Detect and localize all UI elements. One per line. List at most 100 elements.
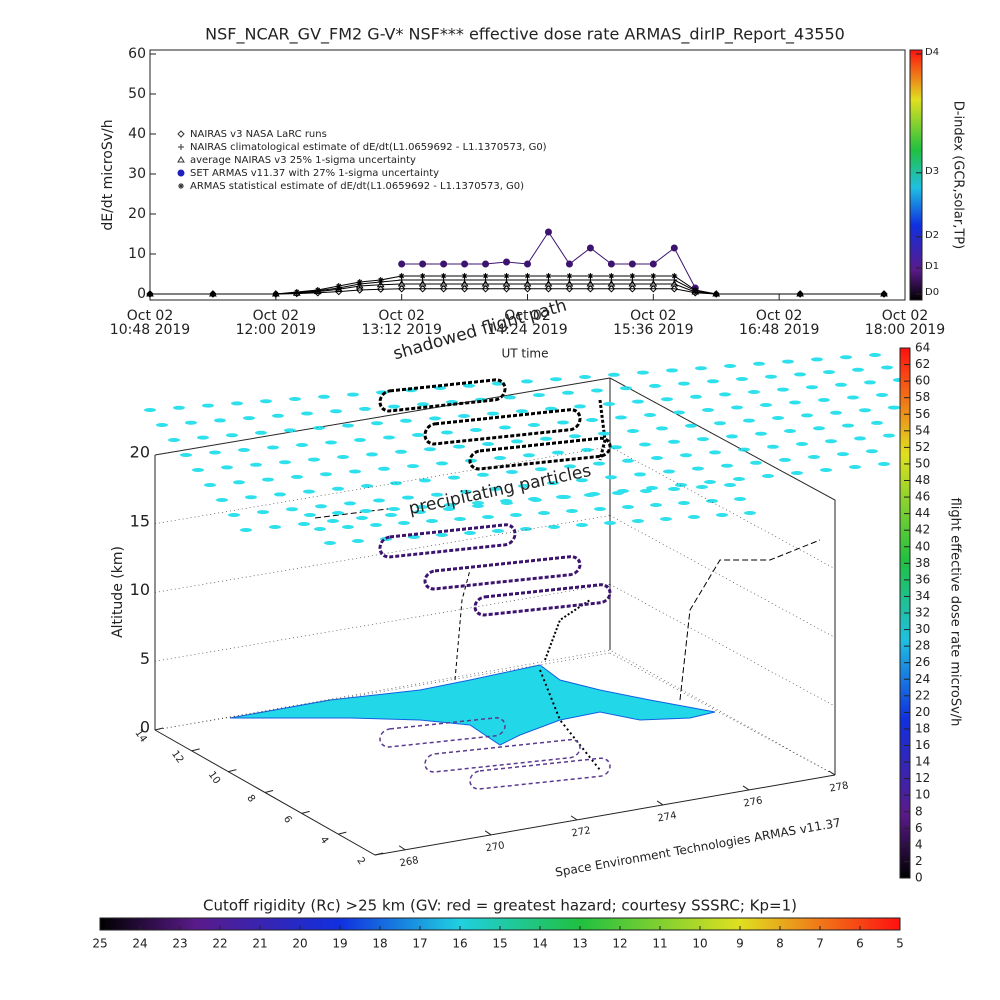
colorbar-tick-label: 25 — [92, 937, 107, 951]
particle — [632, 399, 644, 404]
particle — [702, 408, 714, 412]
particle — [690, 394, 702, 399]
particle — [762, 474, 774, 478]
x-axis-label: UT time — [501, 347, 548, 361]
particle — [332, 511, 344, 515]
particle — [197, 435, 209, 440]
particle — [830, 410, 842, 415]
particle — [796, 442, 808, 446]
particle — [370, 523, 382, 527]
particle — [620, 386, 632, 391]
particle — [521, 379, 533, 384]
marker — [439, 280, 448, 287]
x-tick-label: 274 — [657, 810, 678, 824]
particle — [463, 383, 475, 388]
particle — [402, 495, 414, 500]
particle — [736, 377, 748, 381]
marker — [293, 289, 300, 295]
marker — [670, 244, 678, 252]
particle — [344, 501, 356, 506]
particle — [666, 368, 678, 373]
particle — [359, 406, 371, 411]
particle — [337, 455, 349, 459]
particle — [303, 489, 315, 494]
marker — [460, 280, 469, 287]
particle — [823, 370, 835, 375]
particle — [168, 438, 180, 442]
particle — [660, 517, 672, 521]
particle — [298, 522, 310, 526]
marker — [544, 228, 552, 236]
particle — [289, 397, 301, 401]
marker — [565, 260, 573, 268]
particle — [557, 420, 569, 425]
particle — [610, 445, 622, 450]
x-tick — [656, 800, 664, 806]
particle — [327, 519, 339, 523]
particle — [429, 416, 441, 421]
colorbar-tick-label: 32 — [915, 606, 930, 620]
particle — [173, 405, 185, 410]
y-axis-label: dE/dt microSv/h — [100, 119, 116, 230]
particle — [221, 465, 233, 470]
particle — [354, 438, 366, 442]
colorbar-tick-label: 18 — [915, 721, 930, 735]
particle — [395, 449, 407, 454]
particle — [564, 464, 576, 469]
marker — [376, 285, 385, 293]
grid-line — [154, 377, 611, 456]
marker — [628, 260, 636, 268]
marker — [461, 260, 469, 268]
x-tick — [398, 845, 406, 851]
colorbar-tick-label: 15 — [492, 937, 507, 951]
colorbar-tick-label: 7 — [816, 937, 824, 951]
particle — [794, 372, 806, 377]
particle — [566, 509, 578, 513]
particle — [460, 489, 472, 494]
particle — [274, 492, 286, 497]
particle — [361, 484, 373, 488]
y-tick-label: 8 — [244, 793, 257, 805]
flight-loop — [468, 436, 612, 471]
flight-loop — [473, 583, 612, 617]
x-tick-label: 18:00 2019 — [865, 322, 945, 338]
colorbar-tick-label: 60 — [915, 374, 930, 388]
particle — [214, 418, 226, 423]
marker — [418, 285, 427, 293]
particle — [678, 501, 690, 505]
particle — [547, 481, 559, 486]
particle — [581, 447, 593, 452]
particle — [487, 411, 499, 416]
marker — [607, 260, 615, 268]
colorbar-tick-label: 18 — [372, 937, 387, 951]
marker — [607, 280, 616, 287]
particle — [548, 525, 560, 529]
particle — [840, 355, 852, 360]
marker — [649, 285, 658, 293]
particle — [533, 393, 545, 398]
colorbar-tick-label: 26 — [915, 655, 930, 669]
colorbar-tick-label: 12 — [612, 937, 627, 951]
particle — [291, 474, 303, 479]
colorbar-tick-label: 14 — [915, 755, 930, 769]
z-tick-label: 0 — [140, 718, 150, 737]
x-tick-label: 268 — [399, 855, 420, 869]
y-tick — [301, 810, 310, 814]
y-tick — [154, 727, 164, 731]
particle — [627, 429, 639, 433]
x-tick-label: 13:12 2019 — [361, 322, 441, 338]
y-tick-label: 6 — [281, 814, 294, 826]
colorbar-tick-label: 16 — [452, 937, 467, 951]
particle — [318, 394, 330, 399]
x-tick-label: Oct 02 — [504, 308, 550, 324]
legend-label: average NAIRAS v3 25% 1-sigma uncertaint… — [190, 155, 416, 166]
particle — [695, 366, 707, 371]
particle — [400, 418, 412, 423]
colorbar-tick-label: 64 — [915, 341, 930, 355]
particle — [743, 418, 755, 423]
y-tick-label: 40 — [128, 126, 146, 142]
particle — [552, 450, 564, 455]
colorbar-tick-label: 6 — [915, 821, 923, 835]
particle — [716, 513, 728, 517]
marker — [523, 280, 532, 287]
